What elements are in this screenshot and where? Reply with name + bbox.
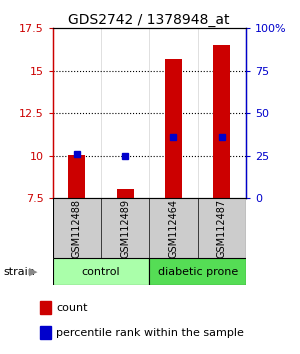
Title: GDS2742 / 1378948_at: GDS2742 / 1378948_at — [68, 13, 230, 27]
Bar — [117, 189, 134, 198]
Bar — [40, 326, 51, 339]
Text: percentile rank within the sample: percentile rank within the sample — [56, 327, 244, 338]
Bar — [40, 301, 51, 314]
Text: count: count — [56, 303, 88, 313]
Text: GSM112487: GSM112487 — [217, 199, 227, 258]
Text: GSM112488: GSM112488 — [72, 199, 82, 258]
Text: strain: strain — [3, 267, 35, 277]
Bar — [165, 59, 182, 198]
Bar — [149, 258, 246, 285]
Text: diabetic prone: diabetic prone — [158, 267, 238, 277]
Text: control: control — [82, 267, 120, 277]
Bar — [213, 45, 230, 198]
Bar — [52, 258, 149, 285]
Bar — [68, 155, 85, 198]
Text: GSM112489: GSM112489 — [120, 199, 130, 258]
Text: ▶: ▶ — [29, 267, 37, 277]
Text: GSM112464: GSM112464 — [168, 199, 178, 258]
